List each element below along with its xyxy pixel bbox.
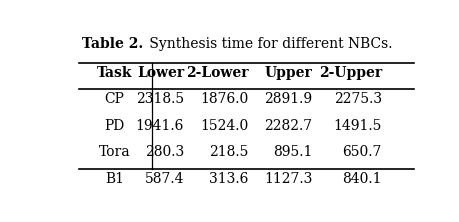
- Text: 2-Upper: 2-Upper: [318, 66, 381, 80]
- Text: Tora: Tora: [99, 145, 130, 159]
- Text: Task: Task: [96, 66, 132, 80]
- Text: 1876.0: 1876.0: [200, 92, 248, 107]
- Text: Lower: Lower: [137, 66, 184, 80]
- Text: 587.4: 587.4: [144, 172, 184, 186]
- Text: Table 2.: Table 2.: [82, 37, 143, 51]
- Text: 218.5: 218.5: [208, 145, 248, 159]
- Text: PD: PD: [104, 119, 124, 133]
- Text: 1127.3: 1127.3: [263, 172, 312, 186]
- Text: 895.1: 895.1: [273, 145, 312, 159]
- Text: 840.1: 840.1: [341, 172, 381, 186]
- Text: 1941.6: 1941.6: [135, 119, 184, 133]
- Text: B1: B1: [105, 172, 124, 186]
- Text: 2318.5: 2318.5: [136, 92, 184, 107]
- Text: 2891.9: 2891.9: [264, 92, 312, 107]
- Text: 2282.7: 2282.7: [264, 119, 312, 133]
- Text: 2-Lower: 2-Lower: [185, 66, 248, 80]
- Text: Upper: Upper: [264, 66, 312, 80]
- Text: 280.3: 280.3: [145, 145, 184, 159]
- Text: 313.6: 313.6: [208, 172, 248, 186]
- Text: 1491.5: 1491.5: [333, 119, 381, 133]
- Text: 1524.0: 1524.0: [200, 119, 248, 133]
- Text: 2275.3: 2275.3: [333, 92, 381, 107]
- Text: 650.7: 650.7: [342, 145, 381, 159]
- Text: CP: CP: [104, 92, 124, 107]
- Text: Synthesis time for different NBCs.: Synthesis time for different NBCs.: [145, 37, 392, 51]
